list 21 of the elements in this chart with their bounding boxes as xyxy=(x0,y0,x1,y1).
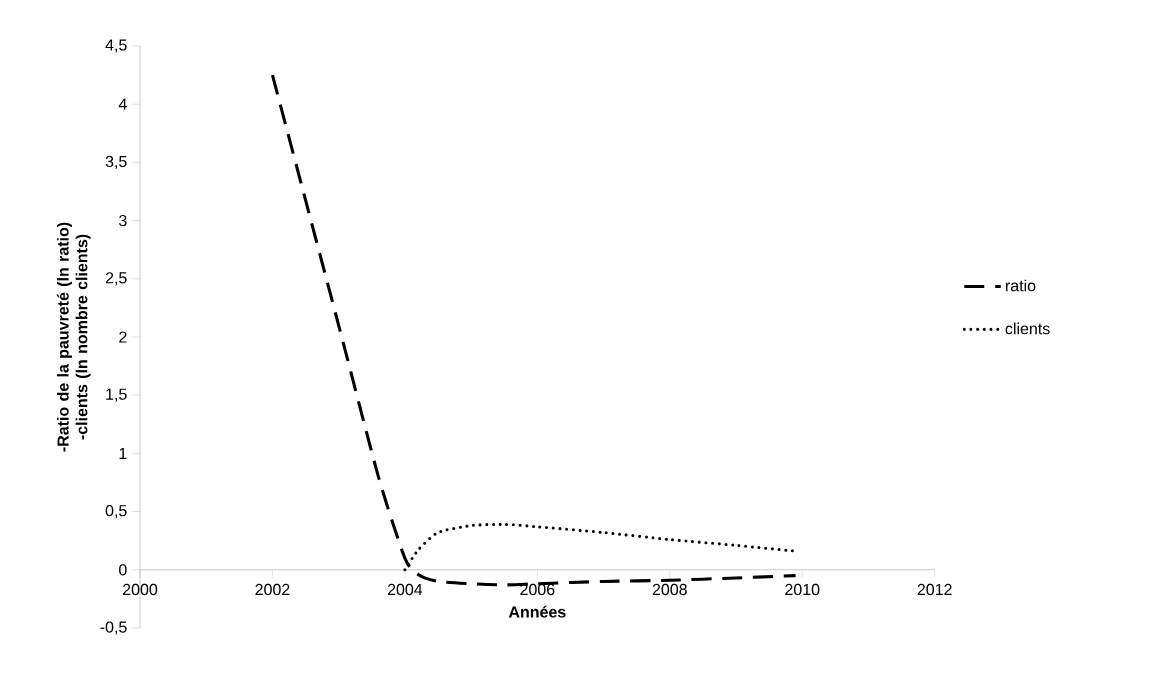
y-axis-title: -Ratio de la pauvreté (ln ratio) -clients (ln nombre clients) xyxy=(56,222,91,452)
y-tick-label: 1 xyxy=(119,447,127,459)
x-tick-label: 2002 xyxy=(255,583,290,596)
y-tick-label: 0 xyxy=(119,564,127,576)
y-tick-label: 4 xyxy=(118,98,127,110)
x-tick-label: 2000 xyxy=(123,583,158,596)
legend-label: clients xyxy=(1005,322,1050,335)
y-tick-label: 3,5 xyxy=(105,155,127,170)
x-tick-label: 2008 xyxy=(652,583,687,596)
y-tick-label: 2,5 xyxy=(105,272,127,286)
legend-label: ratio xyxy=(1006,279,1036,292)
x-tick-label: 2004 xyxy=(387,583,423,596)
x-tick-label: 2012 xyxy=(917,583,952,596)
y-tick-label: -0,5 xyxy=(100,621,127,635)
y-tick-label: 0,5 xyxy=(105,504,127,519)
x-axis-title: Années xyxy=(508,605,566,618)
y-tick-label: 2 xyxy=(119,331,127,343)
y-tick-label: 4,5 xyxy=(105,39,127,53)
y-tick-label: 3 xyxy=(119,214,127,227)
x-tick-label: 2010 xyxy=(785,583,820,596)
y-tick-label: 1,5 xyxy=(106,388,127,402)
